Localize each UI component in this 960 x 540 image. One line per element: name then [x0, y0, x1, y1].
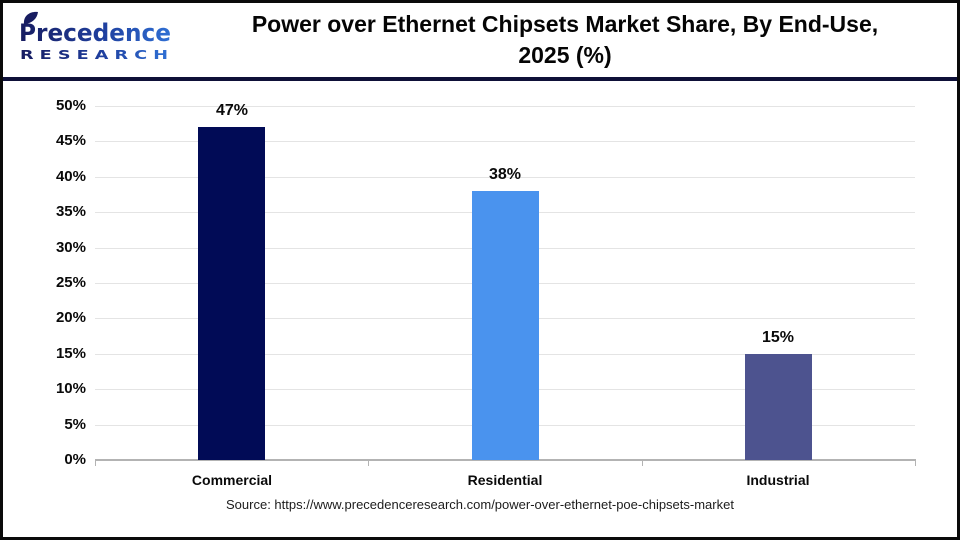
x-axis-tick — [368, 460, 369, 466]
y-tick-label: 50% — [55, 97, 86, 114]
y-tick-label: 20% — [55, 309, 86, 326]
gridline — [95, 106, 915, 107]
gridline — [95, 141, 915, 142]
leaf-icon — [23, 11, 38, 24]
bar-value-label: 38% — [488, 166, 522, 183]
y-tick-label: 10% — [55, 380, 86, 397]
bar-residential — [472, 191, 539, 460]
bar-value-label: 47% — [215, 102, 249, 119]
brand-logo: Precedence R E S E A R C H — [3, 10, 183, 71]
y-tick-label: 30% — [55, 239, 86, 256]
x-axis-tick — [915, 460, 916, 466]
y-tick-label: 45% — [55, 132, 86, 149]
y-tick-label: 15% — [55, 345, 86, 362]
bar-chart: 0% 5% 10% 15% 20% 25% 30% 35% 40% 45% 50% 47% Commer… — [3, 81, 957, 493]
logo-subtitle: R E S E A R C H — [20, 48, 168, 62]
y-tick-label: 35% — [55, 203, 86, 220]
logo-wordmark: Precedence — [19, 19, 171, 47]
gridline — [95, 177, 915, 178]
chart-title: Power over Ethernet Chipsets Market Shar… — [183, 9, 957, 71]
x-axis-tick — [95, 460, 96, 466]
source-attribution: Source: https://www.precedenceresearch.c… — [226, 497, 734, 512]
chart-title-line1: Power over Ethernet Chipsets Market Shar… — [251, 11, 879, 37]
category-label: Residential — [467, 472, 543, 488]
y-tick-label: 0% — [64, 451, 86, 468]
bar-value-label: 15% — [761, 329, 795, 346]
category-label: Industrial — [746, 472, 810, 488]
category-label: Commercial — [191, 472, 273, 488]
y-tick-label: 5% — [64, 416, 86, 433]
bar-industrial — [745, 354, 812, 460]
x-axis — [95, 459, 916, 461]
bar-commercial — [198, 127, 265, 460]
chart-title-line2: 2025 (%) — [518, 42, 612, 68]
y-tick-label: 40% — [55, 168, 86, 185]
header: Precedence R E S E A R C H Power over Et… — [3, 3, 957, 77]
x-axis-tick — [642, 460, 643, 466]
precedence-research-logo-icon: Precedence R E S E A R C H — [19, 11, 171, 62]
y-tick-label: 25% — [55, 274, 86, 291]
header-divider — [3, 77, 957, 81]
